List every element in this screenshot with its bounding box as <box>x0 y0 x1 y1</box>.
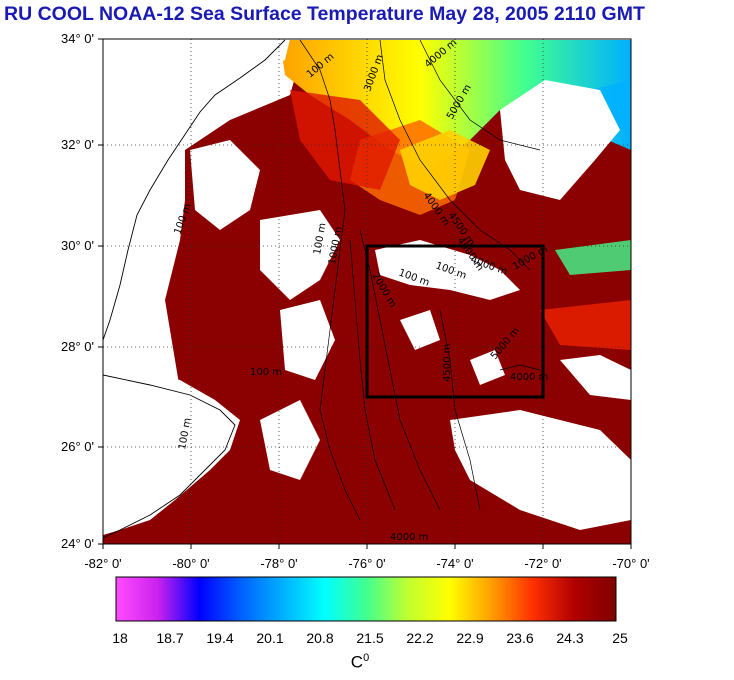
lat-label-26: 26° 0' <box>61 439 94 454</box>
cloud-west-3 <box>280 300 335 380</box>
lat-label-34: 34° 0' <box>61 31 94 46</box>
cloud-southeast <box>450 410 631 530</box>
sst-red-band <box>290 90 400 190</box>
sst-cool-band <box>280 40 631 170</box>
cloud-northeast <box>500 80 620 200</box>
cloud-small-1 <box>400 310 440 350</box>
lon-label-82: -82° 0' <box>84 556 122 571</box>
map-title: RU COOL NOAA-12 Sea Surface Temperature … <box>4 3 645 25</box>
contour-label: 4500 m <box>442 344 453 382</box>
contour-label: 4000 m <box>390 532 428 543</box>
lon-label-72: -72° 0' <box>524 556 562 571</box>
coastline-south <box>103 374 236 539</box>
contour-label: 100 m <box>312 222 328 255</box>
colorbar-unit: C0 <box>350 652 370 672</box>
colorbar-tick-label: 19.4 <box>206 630 234 646</box>
cloud-west-1 <box>190 140 260 230</box>
lon-label-80: -80° 0' <box>172 556 210 571</box>
lon-label-78: -78° 0' <box>260 556 298 571</box>
sst-yellow-plume <box>400 130 490 200</box>
study-area-box <box>365 244 545 399</box>
cloud-bahamas <box>260 400 320 480</box>
contour-label: 100 m <box>250 367 282 378</box>
coastline <box>103 39 286 341</box>
lat-label-32: 32° 0' <box>61 137 94 152</box>
colorbar-tick-label: 23.6 <box>506 630 534 646</box>
colorbar-tick-label: 22.9 <box>456 630 484 646</box>
colorbar-tick-label: 18.7 <box>156 630 184 646</box>
colorbar-tick-label: 25 <box>612 630 628 646</box>
colorbar-gradient <box>115 576 617 622</box>
cloud-east <box>560 355 631 400</box>
lat-label-24: 24° 0' <box>61 536 94 551</box>
lat-label-30: 30° 0' <box>61 238 94 253</box>
contour-label: 100 m <box>177 417 193 450</box>
sst-green-patch <box>555 240 631 275</box>
cloud-west-2 <box>260 210 340 300</box>
colorbar-tick-label: 20.1 <box>256 630 284 646</box>
colorbar-tick-label: 22.2 <box>406 630 434 646</box>
colorbar-tick-label: 24.3 <box>556 630 584 646</box>
lon-label-70: -70° 0' <box>612 556 650 571</box>
colorbar-tick-label: 18 <box>112 630 128 646</box>
lat-label-28: 28° 0' <box>61 339 94 354</box>
colorbar-tick-label: 20.8 <box>306 630 334 646</box>
land-florida-georgia <box>103 39 290 320</box>
contour-label: 4000 m <box>510 372 548 383</box>
axis-ticks <box>98 38 632 549</box>
sst-east-band <box>540 300 631 350</box>
lon-label-74: -74° 0' <box>436 556 474 571</box>
colorbar-tick-label: 21.5 <box>356 630 384 646</box>
cloud-small-2 <box>470 350 505 385</box>
land-florida-peninsula <box>103 360 240 535</box>
cloud-central <box>375 240 520 300</box>
lon-label-76: -76° 0' <box>348 556 386 571</box>
